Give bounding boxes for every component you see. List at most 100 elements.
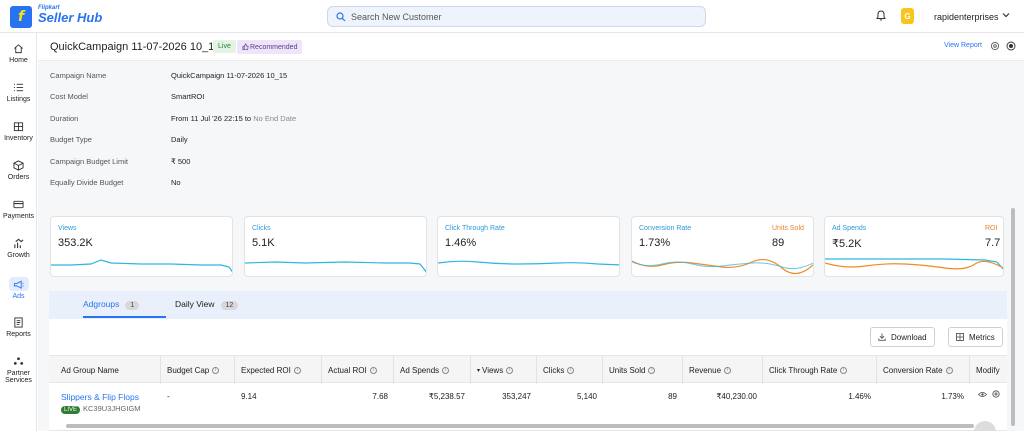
- brand-name[interactable]: Flipkart Seller Hub: [38, 5, 102, 24]
- pause-icon[interactable]: [1006, 41, 1016, 51]
- sidebar-item-home[interactable]: Home: [0, 43, 37, 64]
- header-revenue[interactable]: Revenue i: [683, 356, 763, 384]
- sidebar-item-listings[interactable]: Listings: [0, 82, 37, 103]
- horizontal-scrollbar[interactable]: [66, 424, 974, 428]
- bell-icon[interactable]: [876, 10, 886, 21]
- header-conversion-rate[interactable]: Conversion Rate i: [877, 356, 970, 384]
- sidebar-item-ads[interactable]: Ads: [0, 277, 37, 300]
- tab-label: Daily View: [175, 299, 215, 309]
- sidebar-item-reports[interactable]: Reports: [0, 317, 37, 338]
- eye-icon[interactable]: [977, 391, 988, 398]
- info-icon[interactable]: i: [212, 366, 220, 374]
- info-icon[interactable]: i: [442, 366, 450, 374]
- sidebar-item-label-line2: Services: [5, 377, 32, 384]
- header-label: Views: [482, 365, 504, 375]
- metric-card-ctr[interactable]: Click Through Rate 1.46%: [437, 216, 620, 277]
- header-label: Actual ROI: [328, 365, 367, 375]
- tab-adgroups[interactable]: Adgroups 1: [83, 299, 140, 310]
- header-budget-cap[interactable]: Budget Cap i: [161, 356, 235, 384]
- download-button[interactable]: Download: [870, 327, 935, 347]
- sidebar-item-label: Payments: [2, 213, 35, 220]
- metric-card-ad-spends[interactable]: Ad Spends ₹5.2K ROI 7.7: [824, 216, 1004, 277]
- header-label: Conversion Rate: [883, 365, 943, 375]
- sidebar-item-label: Partner: [7, 370, 30, 377]
- search-input[interactable]: [351, 11, 691, 22]
- cell-views: 353,247: [502, 392, 531, 401]
- header-views[interactable]: ▾ Views i: [471, 356, 537, 384]
- vertical-scrollbar[interactable]: [1011, 208, 1015, 426]
- sidebar-item-payments[interactable]: Payments: [0, 199, 37, 220]
- header-clicks[interactable]: Clicks i: [537, 356, 603, 384]
- clicks-sparkline: [245, 261, 426, 273]
- header-ad-spends[interactable]: Ad Spends i: [394, 356, 471, 384]
- search-bar[interactable]: [327, 6, 706, 27]
- header-ctr[interactable]: Click Through Rate i: [763, 356, 877, 384]
- metric-card-clicks[interactable]: Clicks 5.1K: [244, 216, 427, 277]
- list-icon: [13, 83, 24, 92]
- detail-value: Daily: [171, 135, 188, 144]
- campaign-header: QuickCampaign 11-07-2026 10_15 Live Reco…: [38, 33, 1024, 61]
- header-label: Ad Spends: [400, 365, 440, 375]
- megaphone-icon: [13, 280, 24, 289]
- active-indicator: [8, 277, 29, 291]
- sidebar-item-growth[interactable]: Growth: [0, 238, 37, 259]
- ad-group-id: KC39U3JHGIGM: [83, 404, 141, 413]
- thumbs-up-icon: [242, 43, 249, 50]
- metric-label: Click Through Rate: [445, 225, 505, 232]
- sidebar-item-partner-services[interactable]: Partner Services: [0, 356, 37, 384]
- settings-icon[interactable]: [990, 41, 1000, 51]
- table-header: Ad Group Name Budget Cap i Expected ROI i …: [49, 355, 1007, 384]
- sidebar-item-label: Inventory: [4, 135, 33, 142]
- chevron-down-icon[interactable]: [1002, 12, 1010, 18]
- adgroups-table: Download Metrics Ad Group Name Budget Ca…: [49, 319, 1007, 431]
- cell-ctr: 1.46%: [848, 392, 871, 401]
- info-icon[interactable]: i: [945, 366, 953, 374]
- sidebar-item-label: Ads: [12, 293, 25, 300]
- seller-badge-icon[interactable]: G: [901, 8, 914, 24]
- box-icon: [13, 160, 24, 171]
- views-sparkline: [51, 259, 232, 273]
- detail-label: Campaign Budget Limit: [50, 157, 128, 166]
- home-icon: [14, 44, 23, 54]
- info-icon[interactable]: i: [293, 366, 301, 374]
- metric-card-views[interactable]: Views 353.2K: [50, 216, 233, 277]
- info-icon[interactable]: i: [724, 366, 732, 374]
- help-chat-button[interactable]: [974, 421, 996, 431]
- duration-end: No End Date: [253, 114, 297, 123]
- header-actual-roi[interactable]: Actual ROI i: [322, 356, 394, 384]
- info-icon[interactable]: i: [369, 366, 377, 374]
- sidebar-item-orders[interactable]: Orders: [0, 160, 37, 181]
- info-icon[interactable]: i: [840, 366, 848, 374]
- info-icon[interactable]: i: [648, 366, 656, 374]
- metric-value: 353.2K: [58, 237, 93, 249]
- tab-label: Adgroups: [83, 299, 120, 309]
- brand-main-label: Seller Hub: [38, 10, 103, 25]
- cell-ad-spends: ₹5,238.57: [428, 392, 465, 401]
- brand-top-label: Flipkart: [38, 5, 60, 11]
- live-badge: Live: [213, 40, 236, 53]
- metric-card-conversion[interactable]: Conversion Rate 1.73% Units Sold 89: [631, 216, 814, 277]
- metric-label: Views: [58, 225, 77, 232]
- metric-value: 5.1K: [252, 237, 275, 249]
- header-expected-roi[interactable]: Expected ROI i: [235, 356, 322, 384]
- live-status-badge: LIVE: [61, 406, 81, 414]
- flipkart-logo-icon[interactable]: f: [10, 6, 32, 28]
- metrics-button[interactable]: Metrics: [948, 327, 1003, 347]
- ad-group-link[interactable]: Slippers & Flip Flops: [61, 392, 139, 402]
- settings-icon[interactable]: [992, 390, 1000, 398]
- tab-bar: Adgroups 1 Daily View 12: [49, 291, 1007, 319]
- cell-units-sold: 89: [668, 392, 677, 401]
- sidebar-item-label: Reports: [6, 331, 31, 338]
- sidebar-item-inventory[interactable]: Inventory: [0, 121, 37, 142]
- username[interactable]: rapidenterprises: [934, 12, 999, 22]
- header-units-sold[interactable]: Units Sold i: [603, 356, 683, 384]
- info-icon[interactable]: i: [567, 366, 575, 374]
- cell-actual-roi: 7.68: [372, 392, 388, 401]
- tab-daily-view[interactable]: Daily View 12: [175, 299, 239, 310]
- ad-spends-sparkline: [825, 258, 1003, 270]
- cell-expected-roi: 9.14: [241, 392, 257, 401]
- info-icon[interactable]: i: [506, 366, 514, 374]
- sort-desc-icon[interactable]: ▾: [477, 367, 481, 374]
- detail-value: ₹ 500: [171, 157, 191, 166]
- view-report-link[interactable]: View Report: [944, 42, 983, 49]
